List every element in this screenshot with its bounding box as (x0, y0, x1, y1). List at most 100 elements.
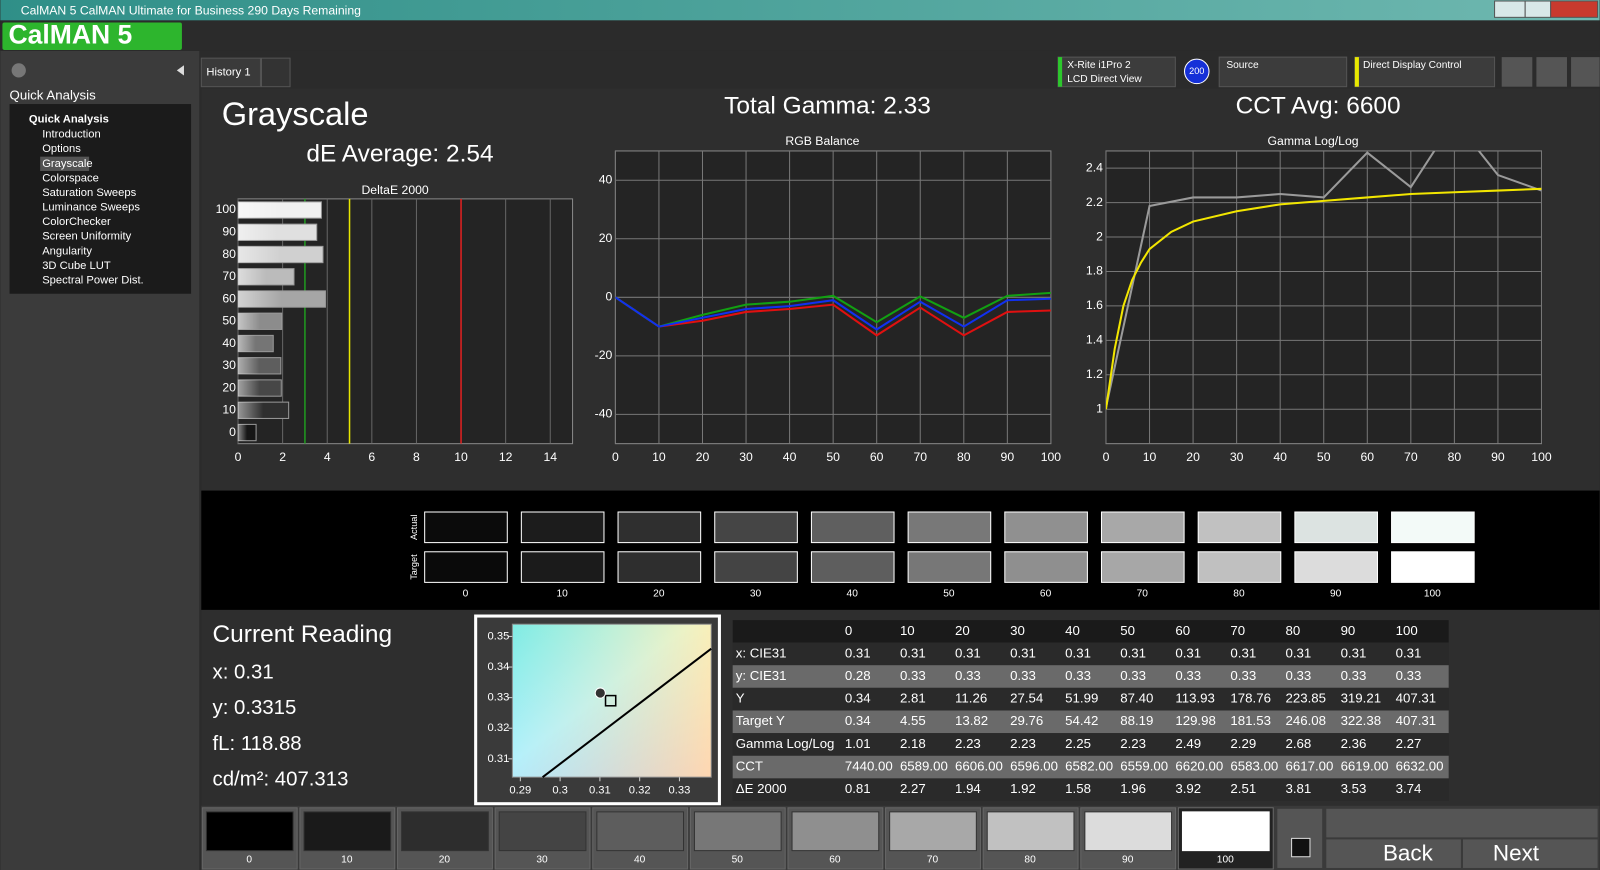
y-tick-label: 0.33 (488, 692, 510, 704)
column-header: 60 (1175, 623, 1190, 638)
x-tick-label: 60 (1360, 450, 1374, 464)
tab-label[interactable]: History 1 (206, 66, 250, 78)
y-tick-label: 0.34 (488, 661, 510, 673)
tree-item[interactable]: 3D Cube LUT (42, 260, 111, 272)
target-swatch (1004, 551, 1088, 583)
tab[interactable] (200, 57, 261, 88)
x-tick-label: 20 (696, 450, 710, 464)
y-tick-label: 10 (222, 403, 236, 417)
transport-controls[interactable] (1326, 808, 1598, 838)
patch-label: 100 (1217, 854, 1234, 865)
logo[interactable] (2, 22, 182, 50)
tree-item[interactable]: Angularity (42, 245, 92, 257)
settings-button[interactable] (1501, 57, 1533, 87)
bar-shine (238, 424, 248, 441)
bar-shine (238, 335, 256, 352)
help-button[interactable] (1536, 57, 1567, 87)
meter-mode: LCD Direct View (1067, 74, 1142, 85)
tree-item[interactable]: Introduction (42, 129, 101, 141)
table-cell: 3.81 (1285, 781, 1311, 796)
y-tick-label: 2 (1096, 229, 1103, 243)
table-cell: 113.93 (1175, 691, 1215, 706)
y-tick-label: 40 (599, 172, 613, 186)
series-line (615, 296, 1051, 337)
swatch-label: 10 (556, 588, 568, 599)
x-tick-label: 14 (543, 450, 557, 464)
source-select[interactable] (1218, 56, 1348, 88)
next-label[interactable]: Next (1493, 841, 1540, 866)
column-header: 70 (1230, 623, 1245, 638)
patch-label: 90 (1122, 854, 1134, 865)
series-line (615, 296, 1051, 331)
meter-indicator (1058, 57, 1063, 87)
x-tick-label: 30 (1230, 450, 1244, 464)
tree-item[interactable]: Colorspace (42, 172, 99, 184)
x-tick-label: 0.32 (629, 784, 651, 796)
reading-line: cd/m²: 407.313 (213, 769, 349, 791)
table-cell: 0.31 (900, 645, 926, 660)
tree-root[interactable]: Quick Analysis (29, 113, 109, 125)
y-tick-label: 80 (222, 247, 236, 261)
target-swatch (1391, 551, 1475, 583)
tree-item[interactable]: Spectral Power Dist. (42, 274, 144, 286)
table-cell: 181.53 (1230, 713, 1271, 728)
bar-shine (238, 224, 278, 241)
close-button[interactable] (1550, 0, 1599, 18)
actual-swatch (520, 511, 605, 544)
patch-label: 20 (439, 854, 451, 865)
target-swatch (714, 551, 798, 583)
bar-shine (238, 402, 264, 419)
selection (40, 156, 90, 171)
column-header: 10 (900, 623, 915, 638)
x-tick-label: 8 (413, 450, 420, 464)
column-header: 40 (1065, 623, 1080, 638)
table-cell: 0.31 (1396, 645, 1422, 660)
actual-swatch (1294, 511, 1378, 544)
tree-item[interactable]: Grayscale (42, 158, 92, 170)
table-cell: 4.55 (900, 713, 926, 728)
x-tick-label: 30 (739, 450, 753, 464)
target-swatch (810, 551, 895, 583)
patch-label: 0 (246, 854, 252, 865)
back-button[interactable] (1326, 839, 1461, 868)
table-cell: 2.23 (1010, 736, 1036, 751)
badge[interactable] (1184, 58, 1210, 85)
patch-color (205, 811, 294, 852)
table-cell: 0.31 (1065, 645, 1091, 660)
panel-toggle[interactable] (1571, 57, 1600, 87)
bar-shine (238, 290, 282, 308)
tree-item[interactable]: Screen Uniformity (42, 231, 131, 243)
series-line (1105, 150, 1542, 408)
x-tick-label: 100 (1531, 450, 1552, 464)
display-select[interactable] (1354, 56, 1496, 88)
patch-color (303, 811, 392, 852)
patch-color (889, 811, 977, 852)
actual-swatch (1391, 511, 1475, 544)
collapse-arrow[interactable] (176, 65, 184, 76)
table-cell: 6589.00 (900, 758, 948, 773)
tree-item[interactable]: Options (42, 143, 81, 155)
tree-item[interactable]: Luminance Sweeps (42, 202, 140, 214)
back-label[interactable]: Back (1383, 841, 1434, 866)
table-cell: 0.34 (845, 691, 871, 706)
x-tick-label: 80 (1448, 450, 1462, 464)
patch-color (986, 811, 1075, 852)
table-cell: 0.33 (1010, 668, 1036, 683)
next-button[interactable] (1462, 839, 1598, 868)
tree-item[interactable]: Saturation Sweeps (42, 187, 136, 199)
swatch-label: 40 (847, 588, 859, 599)
y-tick-label: 1.8 (1086, 264, 1103, 278)
table-cell: 0.31 (1285, 645, 1311, 660)
sidebar-pin[interactable] (11, 63, 26, 78)
patch-color (1181, 811, 1270, 852)
maximize-button[interactable] (1524, 0, 1552, 18)
x-tick-label: 0.3 (552, 784, 568, 796)
minimize-button[interactable] (1494, 0, 1526, 18)
y-tick-label: 0.31 (488, 753, 510, 765)
reading-marker (594, 687, 606, 699)
tree-item[interactable]: ColorChecker (42, 216, 111, 228)
y-tick-label: 0.35 (488, 630, 510, 642)
table-cell: 13.82 (955, 713, 988, 728)
meter-select[interactable] (1057, 56, 1176, 88)
add-tab[interactable] (260, 57, 291, 88)
